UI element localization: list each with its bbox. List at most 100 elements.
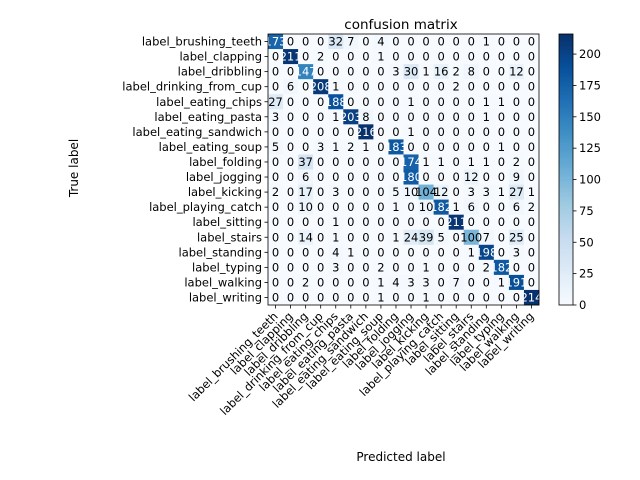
cell-value-label: 0 — [453, 125, 460, 139]
colorbar-segment — [559, 38, 573, 42]
heatmap-cell — [418, 64, 434, 80]
colorbar-segment — [559, 210, 573, 213]
cell-value-label: 0 — [347, 200, 354, 214]
heatmap-cell — [373, 79, 389, 95]
heatmap-cell — [373, 154, 389, 170]
heatmap-cell — [283, 169, 299, 185]
colorbar-segment — [559, 49, 573, 53]
cell-value-label: 0 — [272, 155, 279, 169]
cell-value-label: 0 — [483, 275, 490, 289]
cell-value-label: 0 — [377, 215, 384, 229]
heatmap-cell — [403, 274, 419, 291]
cell-value-label: 0 — [468, 275, 475, 289]
heatmap-cell — [523, 169, 540, 185]
heatmap-cell — [433, 184, 449, 200]
colorbar-segment — [559, 300, 573, 304]
heatmap-cell — [268, 259, 284, 276]
cell-value-label: 174 — [400, 155, 422, 169]
heatmap-cell — [283, 49, 299, 65]
heatmap-cell — [373, 214, 389, 231]
heatmap-cell — [403, 139, 419, 155]
heatmap-cell — [508, 214, 525, 231]
cell-value-label: 1 — [498, 95, 505, 109]
heatmap-cell — [448, 199, 465, 215]
cell-value-label: 0 — [392, 95, 399, 109]
colorbar-segment — [559, 131, 573, 134]
heatmap-cell — [463, 49, 480, 65]
heatmap-cell — [358, 139, 374, 155]
heatmap-cell — [433, 94, 449, 110]
heatmap-cell — [463, 109, 480, 125]
colorbar-segment — [559, 34, 573, 37]
colorbar-segment — [559, 99, 573, 103]
heatmap-cell — [478, 34, 495, 50]
heatmap-cell — [448, 64, 465, 80]
cell-value-label: 10 — [404, 185, 419, 199]
heatmap-cell — [433, 229, 449, 246]
heatmap-cell — [463, 64, 480, 80]
heatmap-cell — [328, 64, 344, 80]
heatmap-cell — [433, 289, 449, 306]
cell-value-label: 1 — [422, 65, 429, 79]
cell-value-label: 0 — [362, 260, 369, 274]
heatmap-cell — [523, 64, 540, 80]
cell-value-label: 173 — [265, 35, 287, 49]
heatmap-cell — [523, 94, 540, 110]
heatmap-cell — [268, 64, 284, 80]
y-tick-label: label_dribbling — [178, 65, 262, 79]
heatmap-cell — [283, 64, 299, 80]
cell-value-label: 0 — [437, 95, 444, 109]
cell-value-label: 0 — [317, 125, 324, 139]
colorbar-segment — [559, 153, 573, 157]
colorbar-segment — [559, 178, 573, 182]
heatmap-cell — [328, 184, 344, 200]
heatmap-cell — [343, 34, 359, 50]
cell-value-label: 1 — [332, 230, 339, 244]
heatmap-cell — [463, 214, 480, 231]
colorbar-segment — [559, 122, 573, 125]
chart-title: confusion matrix — [344, 17, 457, 33]
cell-value-label: 2 — [272, 185, 279, 199]
cell-value-label: 0 — [287, 155, 294, 169]
heatmap-cell — [448, 34, 465, 50]
heatmap-cell — [508, 139, 525, 155]
colorbar-segment — [559, 169, 573, 173]
cell-value-label: 0 — [422, 170, 429, 184]
heatmap-cell — [328, 229, 344, 246]
colorbar-segment — [559, 212, 573, 216]
cell-value-label: 3 — [513, 245, 520, 259]
cell-value-label: 1 — [392, 200, 399, 214]
heatmap-cell — [418, 109, 434, 125]
cell-value-label: 0 — [468, 35, 475, 49]
cell-value-label: 198 — [475, 245, 497, 259]
y-tick-label: label_stairs — [197, 230, 262, 244]
cell-value-label: 0 — [362, 50, 369, 64]
heatmap-cell — [403, 34, 419, 50]
cell-value-label: 0 — [347, 155, 354, 169]
heatmap-cell — [388, 259, 404, 276]
heatmap-cell — [358, 184, 374, 200]
heatmap-cell — [388, 169, 404, 185]
colorbar-segment — [559, 40, 573, 44]
cell-value-label: 0 — [468, 290, 475, 304]
cell-value-label: 0 — [498, 215, 505, 229]
cell-value-label: 1 — [377, 290, 384, 304]
heatmap-cell — [433, 214, 449, 231]
cell-value-label: 0 — [513, 80, 520, 94]
heatmap-cell — [358, 64, 374, 80]
heatmap-cell — [268, 34, 284, 50]
heatmap-cell — [403, 214, 419, 231]
cell-value-label: 0 — [437, 80, 444, 94]
heatmap-cell — [418, 244, 434, 261]
cell-value-label: 0 — [422, 80, 429, 94]
cell-value-label: 2 — [302, 275, 309, 289]
colorbar-segment — [559, 144, 573, 148]
cell-value-label: 147 — [295, 65, 317, 79]
heatmap-cell — [478, 79, 495, 95]
heatmap-cell — [403, 109, 419, 125]
cell-value-label: 1 — [332, 110, 339, 124]
heatmap-cell — [463, 259, 480, 276]
heatmap-cell — [388, 274, 404, 291]
cell-value-label: 0 — [272, 125, 279, 139]
colorbar-segment — [559, 113, 573, 116]
